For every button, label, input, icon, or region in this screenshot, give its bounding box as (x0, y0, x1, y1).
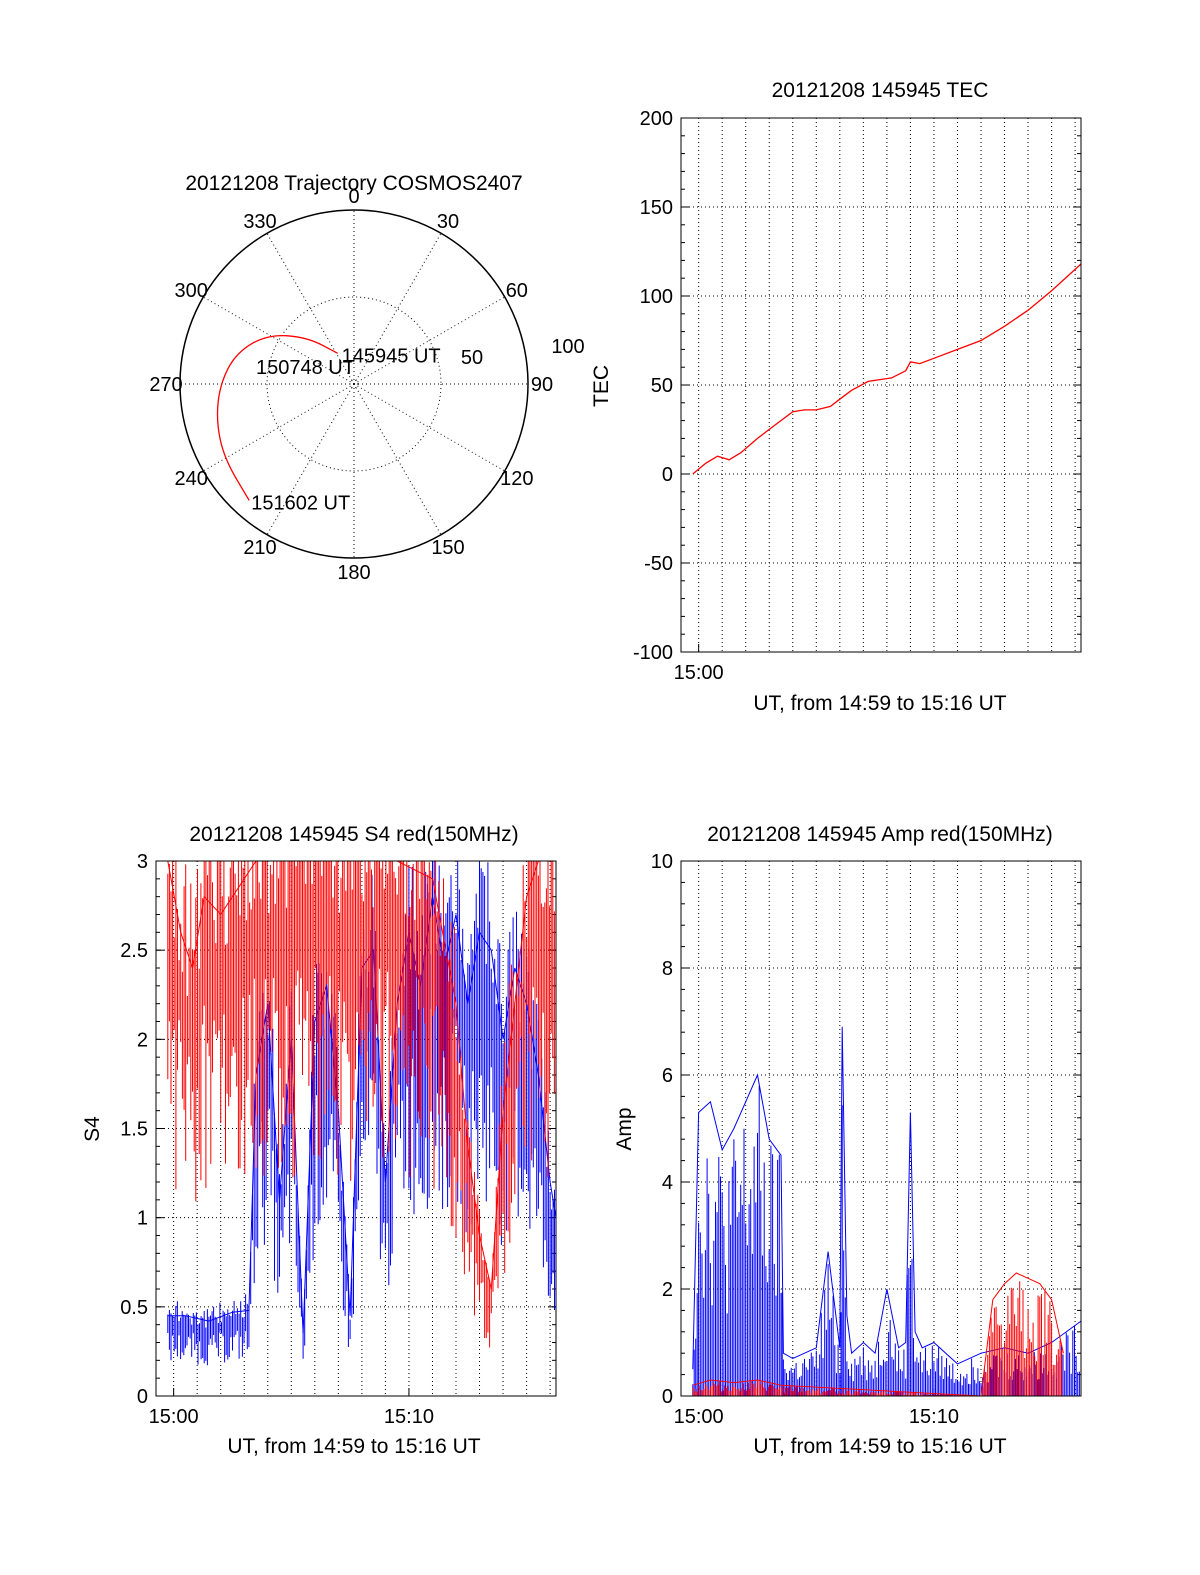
polar-azimuth-label-120: 120 (500, 468, 533, 490)
series-spikes-1 (167, 861, 555, 1348)
polar-azimuth-label-30: 30 (437, 211, 459, 233)
polar-start-label: 145945 UT (342, 345, 441, 367)
series-line-1 (692, 1272, 1064, 1397)
ytick-label: 2 (662, 1279, 673, 1301)
s4-title: 20121208 145945 S4 red(150MHz) (189, 823, 518, 846)
polar-grid (179, 209, 529, 559)
ytick-label: 200 (640, 108, 673, 130)
s4-panel: 20121208 145945 S4 red(150MHz) UT, from … (81, 823, 557, 1458)
tec-panel: 20121208 145945 TEC UT, from 14:59 to 15… (590, 79, 1082, 715)
ytick-label: -100 (633, 642, 673, 664)
ytick-label: 4 (662, 1172, 673, 1194)
polar-azimuth-label-300: 300 (174, 280, 207, 302)
polar-spoke-150 (353, 383, 442, 535)
ytick-label: 1 (137, 1208, 148, 1230)
polar-azimuth-label-150: 150 (431, 537, 464, 559)
polar-azimuth-label-90: 90 (531, 374, 553, 396)
polar-azimuth-label-180: 180 (337, 562, 370, 584)
ytick-label: 100 (640, 286, 673, 308)
s4-xlabel: UT, from 14:59 to 15:16 UT (227, 1435, 480, 1458)
ytick-label: 6 (662, 1065, 673, 1087)
polar-spoke-210 (266, 383, 355, 535)
xtick-label: 15:10 (384, 1406, 434, 1428)
plot-frame (680, 117, 1082, 653)
ytick-label: 10 (651, 851, 673, 873)
polar-azimuth-label-210: 210 (243, 537, 276, 559)
polar-trajectory-line (216, 334, 339, 501)
polar-azimuth-label-60: 60 (506, 280, 528, 302)
polar-spoke-300 (203, 296, 355, 385)
ytick-label: 3 (137, 851, 148, 873)
s4-ylabel: S4 (81, 1116, 104, 1142)
polar-title: 20121208 Trajectory COSMOS2407 (185, 172, 522, 195)
polar-spoke-120 (353, 383, 505, 472)
ytick-label: 2 (137, 1029, 148, 1051)
ytick-label: 1.5 (120, 1119, 148, 1141)
amp-xlabel: UT, from 14:59 to 15:16 UT (753, 1435, 1006, 1458)
tec-title: 20121208 145945 TEC (772, 79, 989, 102)
polar-azimuth-label-270: 270 (149, 374, 182, 396)
amp-panel: 20121208 145945 Amp red(150MHz) UT, from… (613, 823, 1082, 1458)
xtick-label: 15:00 (149, 1406, 199, 1428)
polar-azimuth-labels: 0 30 60 90 120 150 180 210 240 270 300 330 (149, 186, 553, 584)
xtick-label: 15:00 (674, 1406, 724, 1428)
polar-spoke-330 (266, 233, 355, 385)
plot-frame (680, 860, 1082, 1397)
ytick-label: 8 (662, 958, 673, 980)
amp-title: 20121208 145945 Amp red(150MHz) (707, 823, 1053, 846)
ytick-label: 150 (640, 197, 673, 219)
tec-xlabel: UT, from 14:59 to 15:16 UT (753, 692, 1006, 715)
polar-ring-50 (266, 296, 442, 472)
polar-azimuth-label-0: 0 (348, 186, 359, 208)
polar-spoke-30 (353, 233, 442, 385)
polar-spoke-240 (203, 383, 355, 472)
ytick-label: 0 (662, 1386, 673, 1408)
series-line-0 (692, 263, 1082, 475)
tec-ylabel: TEC (590, 365, 613, 407)
xtick-label: 15:10 (909, 1406, 959, 1428)
polar-mid-label: 150748 UT (256, 357, 355, 379)
plot-frame (155, 860, 557, 1397)
polar-spoke-60 (353, 296, 505, 385)
polar-trajectory-panel: 20121208 Trajectory COSMOS2407 0 30 60 90 12… (149, 172, 584, 584)
polar-radial-label-100: 100 (551, 336, 584, 358)
polar-outer-circle (179, 209, 529, 559)
polar-azimuth-label-330: 330 (243, 211, 276, 233)
ytick-label: 50 (651, 375, 673, 397)
amp-ylabel: Amp (613, 1107, 636, 1150)
ytick-label: 2.5 (120, 940, 148, 962)
ytick-label: 0 (137, 1386, 148, 1408)
xtick-label: 15:00 (674, 662, 724, 684)
polar-azimuth-label-240: 240 (174, 468, 207, 490)
series-line-0 (692, 1026, 1082, 1370)
polar-end-label: 151602 UT (251, 492, 350, 514)
ytick-label: 0.5 (120, 1297, 148, 1319)
ytick-label: 0 (662, 464, 673, 486)
ytick-label: -50 (644, 553, 673, 575)
polar-radial-label-50: 50 (461, 347, 483, 369)
